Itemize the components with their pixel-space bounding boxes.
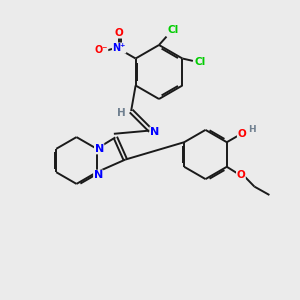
Text: N⁺: N⁺ [112, 43, 126, 53]
Text: H: H [248, 125, 256, 134]
Text: N: N [150, 127, 159, 137]
Text: H: H [117, 107, 126, 118]
Text: Cl: Cl [167, 25, 179, 35]
Text: N: N [94, 170, 103, 180]
Text: O: O [236, 170, 245, 180]
Text: O: O [237, 129, 246, 139]
Text: O⁻: O⁻ [94, 45, 108, 56]
Text: N: N [94, 144, 104, 154]
Text: O: O [115, 28, 124, 38]
Text: Cl: Cl [195, 56, 206, 67]
